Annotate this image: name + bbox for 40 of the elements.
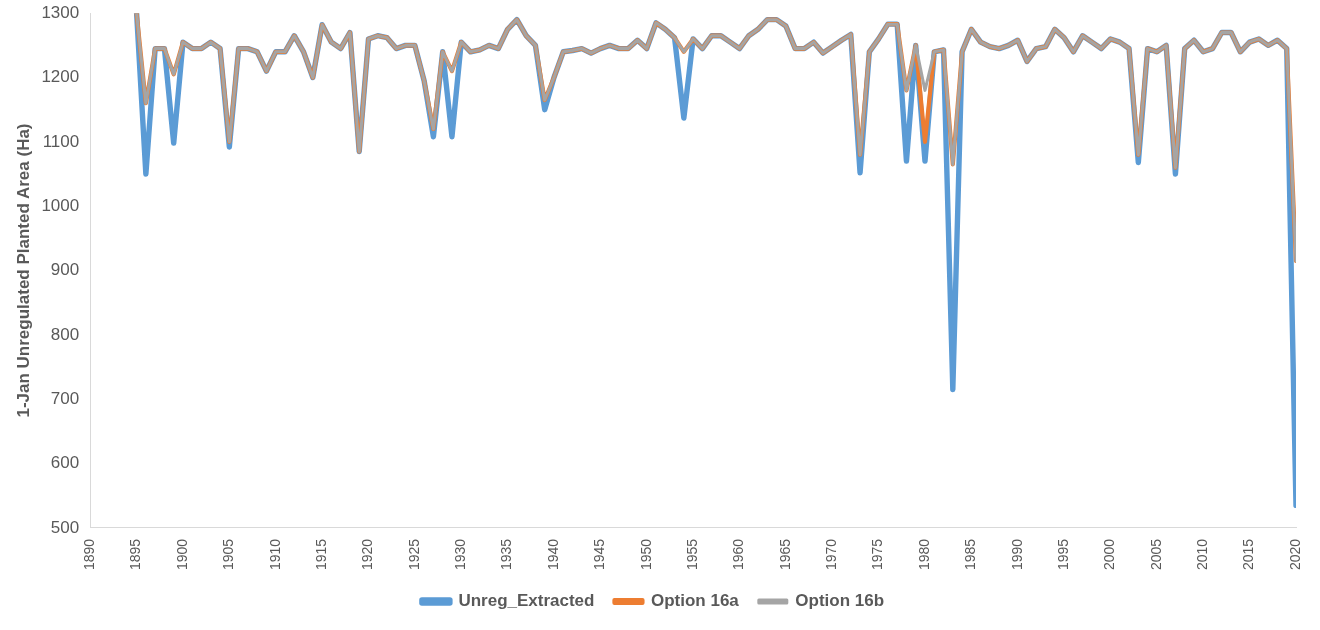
x-tick-label: 2020: [1286, 538, 1303, 571]
x-tick-label: 2000: [1101, 538, 1118, 571]
x-tick-label: 2015: [1240, 538, 1257, 571]
x-tick-label: 1925: [405, 538, 422, 571]
y-axis-title: 1-Jan Unregulated Planted Area (Ha): [13, 123, 33, 418]
x-tick-label: 1915: [312, 538, 329, 571]
y-tick-label: 900: [50, 260, 80, 280]
y-tick-label: 500: [50, 517, 80, 537]
x-tick-label: 2005: [1147, 538, 1164, 571]
x-tick-label: 1965: [776, 538, 793, 571]
x-tick-label: 1955: [683, 538, 700, 571]
y-tick-label: 800: [50, 324, 80, 344]
legend-label: Option 16b: [795, 591, 885, 611]
x-tick-label: 1890: [81, 538, 98, 571]
x-tick-label: 2010: [1194, 538, 1211, 571]
legend-label: Unreg_Extracted: [458, 591, 595, 611]
x-tick-label: 1980: [915, 538, 932, 571]
x-tick-label: 1990: [1008, 538, 1025, 571]
y-tick-label: 700: [50, 388, 80, 408]
x-tick-label: 1920: [359, 538, 376, 571]
y-tick-label: 1000: [41, 195, 80, 215]
x-tick-label: 1995: [1054, 538, 1071, 571]
y-tick-label: 1300: [41, 2, 80, 22]
x-tick-label: 1930: [452, 538, 469, 571]
y-tick-label: 1100: [42, 131, 80, 151]
x-tick-label: 1910: [266, 538, 283, 571]
x-tick-label: 1895: [127, 538, 144, 571]
x-tick-label: 1940: [544, 538, 561, 571]
legend-label: Option 16a: [650, 591, 740, 611]
x-tick-label: 1945: [591, 538, 608, 571]
x-tick-label: 1985: [962, 538, 979, 571]
x-tick-label: 1950: [637, 538, 654, 571]
x-tick-label: 1935: [498, 538, 515, 571]
y-tick-label: 600: [50, 453, 80, 473]
x-tick-label: 1900: [173, 538, 190, 571]
x-tick-label: 1970: [823, 538, 840, 571]
y-tick-label: 1200: [41, 67, 80, 87]
x-tick-label: 1960: [730, 538, 747, 571]
x-tick-label: 1975: [869, 538, 886, 571]
x-tick-label: 1905: [220, 538, 237, 571]
